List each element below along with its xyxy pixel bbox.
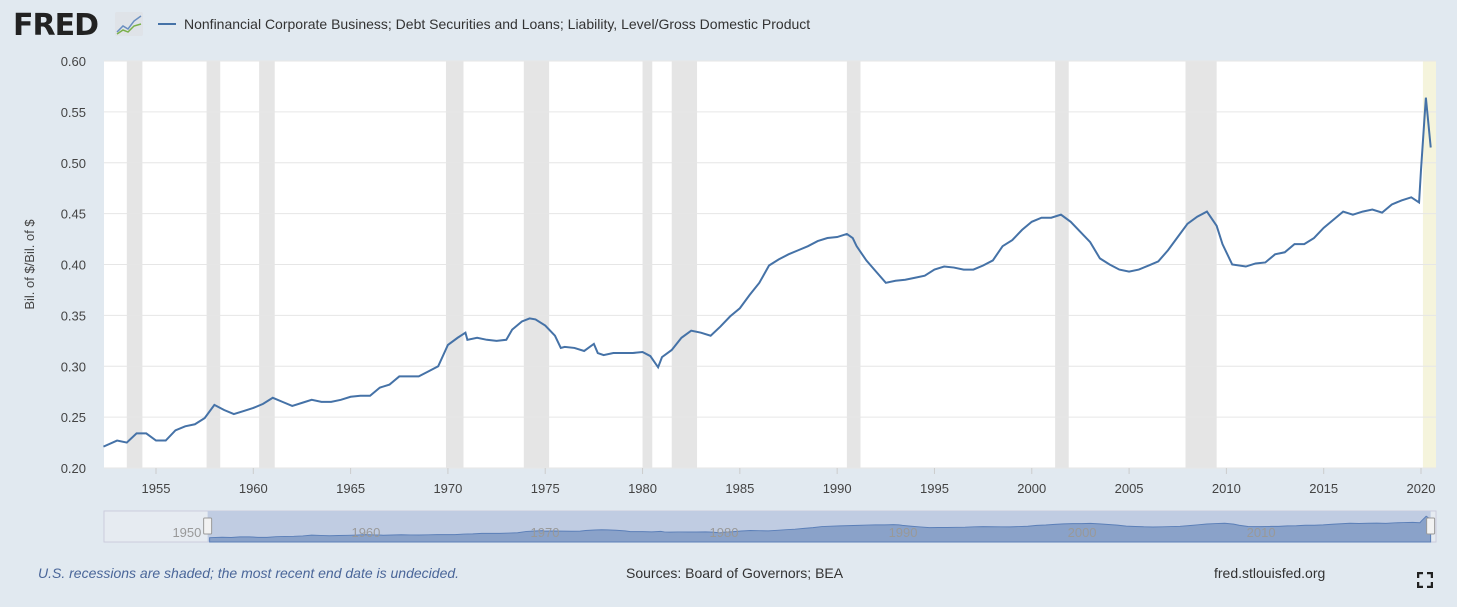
x-tick-label: 1955 <box>142 481 171 496</box>
x-tick-label: 1970 <box>433 481 462 496</box>
fred-graph-icon <box>115 12 143 36</box>
y-tick-label: 0.60 <box>61 54 86 69</box>
x-tick-label: 2020 <box>1407 481 1436 496</box>
navigator-tick-label: 1950 <box>172 525 201 540</box>
navigator-tick-label: 1990 <box>889 525 918 540</box>
navigator-tick-label: 1970 <box>531 525 560 540</box>
fred-logo[interactable]: FRED <box>13 8 99 43</box>
navigator-tick-label: 2010 <box>1247 525 1276 540</box>
navigator-series <box>209 515 1432 543</box>
y-tick-label: 0.55 <box>61 105 86 120</box>
series-line <box>103 97 1432 448</box>
y-tick-label: 0.50 <box>61 156 86 171</box>
sources: Sources: Board of Governors; BEA <box>626 565 844 581</box>
recession-note: U.S. recessions are shaded; the most rec… <box>38 565 460 581</box>
x-tick-label: 2010 <box>1212 481 1241 496</box>
x-tick-label: 2005 <box>1115 481 1144 496</box>
y-tick-label: 0.20 <box>61 461 86 476</box>
legend-label: Nonfinancial Corporate Business; Debt Se… <box>184 16 811 32</box>
x-tick-label: 1990 <box>823 481 852 496</box>
y-tick-label: 0.45 <box>61 207 86 222</box>
x-tick-label: 2015 <box>1309 481 1338 496</box>
y-axis-label: Bil. of $/Bil. of $ <box>22 219 37 310</box>
y-tick-label: 0.40 <box>61 258 86 273</box>
navigator-tick-label: 2000 <box>1068 525 1097 540</box>
x-tick-label: 1985 <box>725 481 754 496</box>
x-tick-label: 1995 <box>920 481 949 496</box>
navigator-tick-label: 1980 <box>710 525 739 540</box>
y-tick-label: 0.35 <box>61 308 86 323</box>
site-link[interactable]: fred.stlouisfed.org <box>1214 565 1326 581</box>
navigator-handle-left[interactable] <box>203 517 213 535</box>
legend: Nonfinancial Corporate Business; Debt Se… <box>158 16 810 32</box>
navigator-handle-right[interactable] <box>1426 517 1436 535</box>
x-tick-label: 1980 <box>628 481 657 496</box>
navigator-tick-label: 1960 <box>351 525 380 540</box>
x-tick-label: 1975 <box>531 481 560 496</box>
x-tick-label: 2000 <box>1017 481 1046 496</box>
legend-swatch <box>158 23 176 25</box>
y-tick-label: 0.25 <box>61 410 86 425</box>
y-tick-label: 0.30 <box>61 359 86 374</box>
x-tick-label: 1960 <box>239 481 268 496</box>
x-tick-label: 1965 <box>336 481 365 496</box>
expand-icon[interactable] <box>1417 572 1433 588</box>
